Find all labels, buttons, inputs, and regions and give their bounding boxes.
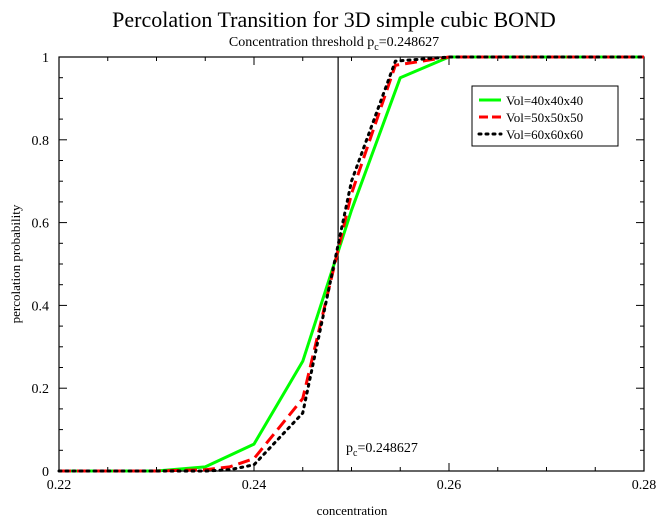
series-line-3 — [57, 55, 646, 473]
legend-label-1: Vol=40x40x40 — [506, 93, 583, 108]
x-axis-label: concentration — [317, 503, 388, 518]
y-tick-label: 0.2 — [32, 382, 50, 397]
chart-subtitle: Concentration threshold pc=0.248627 — [229, 35, 439, 53]
x-tick-label: 0.22 — [47, 478, 72, 493]
x-tick-label: 0.24 — [242, 478, 267, 493]
y-axis-label: percolation probability — [8, 204, 23, 323]
legend: Vol=40x40x40 Vol=50x50x50 Vol=60x60x60 — [471, 85, 619, 147]
y-tick-label: 0 — [42, 465, 49, 480]
threshold-label: pc=0.248627 — [346, 441, 418, 459]
y-tick-label: 0.8 — [32, 134, 50, 149]
y-tick-label: 0.4 — [32, 299, 50, 314]
y-tick-label: 0.6 — [32, 217, 50, 232]
x-tick-label: 0.28 — [632, 478, 657, 493]
series-layer — [57, 55, 646, 473]
chart-title: Percolation Transition for 3D simple cub… — [112, 7, 556, 32]
axes: 0.22 0.24 0.26 0.28 0 0.2 0.4 0.6 0.8 1 — [32, 51, 657, 493]
legend-label-2: Vol=50x50x50 — [506, 110, 583, 125]
x-tick-label: 0.26 — [437, 478, 462, 493]
y-tick-label: 1 — [42, 51, 49, 66]
legend-label-3: Vol=60x60x60 — [506, 127, 583, 142]
